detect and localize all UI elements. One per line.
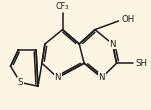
Text: S: S [18,78,23,87]
Text: N: N [54,73,61,82]
Text: N: N [109,39,116,49]
Text: OH: OH [121,15,135,24]
Text: SH: SH [135,59,148,68]
Text: CF₃: CF₃ [56,2,69,11]
Text: N: N [99,73,105,82]
